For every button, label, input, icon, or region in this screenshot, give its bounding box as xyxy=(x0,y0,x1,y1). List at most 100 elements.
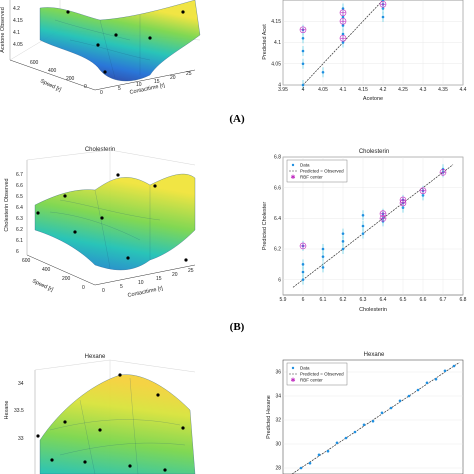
surface-a-ztick: 4.05 xyxy=(13,42,23,48)
x-tick-label: 4.1 xyxy=(340,87,347,93)
surface-b-xtick: 200 xyxy=(62,276,71,282)
scatter-c-title: Hexane xyxy=(364,352,385,358)
surface-b-ytick: 0 xyxy=(102,288,105,294)
x-tick-label: 4.35 xyxy=(438,87,448,93)
surface-b-point xyxy=(63,194,67,198)
surface-b-point xyxy=(126,256,130,260)
surface-a-ytick: 25 xyxy=(186,71,192,77)
data-point xyxy=(381,0,385,2)
scatter-b-ylabel: Predicted Cholester xyxy=(262,202,268,250)
data-point xyxy=(380,411,384,415)
x-tick-label: 4.25 xyxy=(398,87,408,93)
surface-b-ztick: 6.2 xyxy=(16,227,23,233)
x-tick-label: 4.3 xyxy=(420,87,427,93)
rbf-center xyxy=(299,26,307,34)
x-tick-label: 6.2 xyxy=(340,297,347,303)
rbf-center xyxy=(399,196,407,204)
surface-c-point xyxy=(181,426,185,430)
data-point xyxy=(321,266,325,269)
data-point xyxy=(344,436,348,440)
data-point xyxy=(425,381,429,385)
rbf-center xyxy=(339,9,347,17)
surface-a-point xyxy=(181,10,185,14)
data-point xyxy=(361,213,365,217)
data-point xyxy=(341,240,345,243)
surface-b-ztick: 6.4 xyxy=(16,205,23,211)
surface-a-point xyxy=(103,70,107,74)
data-point xyxy=(301,49,305,53)
x-tick-label: 4.4 xyxy=(460,87,467,93)
data-point xyxy=(341,41,345,44)
surface-b-point xyxy=(184,258,188,262)
surface-a-xtick: 0 xyxy=(84,84,87,90)
scatter-panel-c: Hexane 36 34 32 30 28 Data Predicted = Obser… xyxy=(266,352,464,474)
surface-c-ztick: 34 xyxy=(18,381,24,387)
surface-a-ztick: 4.1 xyxy=(13,30,20,36)
surface-a-xtick: 400 xyxy=(48,68,57,74)
surface-a-ztick: 4.2 xyxy=(13,6,20,12)
data-point xyxy=(301,83,305,87)
y-tick-label: 4.05 xyxy=(271,61,281,67)
scatter-a-ylabel: Predicted Acet xyxy=(262,24,268,60)
data-point xyxy=(381,15,385,19)
svg-text:✱: ✱ xyxy=(290,377,295,384)
surface-c-point xyxy=(128,464,132,468)
surface-b xyxy=(34,173,196,271)
panel-label-b: (B) xyxy=(230,321,245,333)
surface-a-ytick: 5 xyxy=(118,86,121,92)
scatter-a-xticks: 3.95 4 4.05 4.1 4.15 4.2 4.25 4.3 4.35 4.4 xyxy=(278,87,467,93)
x-tick-label: 6.6 xyxy=(420,297,427,303)
surface-c-zlabel: Hexane xyxy=(4,401,10,420)
data-point xyxy=(407,394,411,398)
surface-a-zlabel: Acetone Observed xyxy=(0,7,6,53)
rbf-center xyxy=(339,34,347,42)
data-point xyxy=(452,364,456,368)
surface-a-ytick: 0 xyxy=(100,90,103,96)
legend-rbf: RBF center xyxy=(300,378,323,383)
scatter-b-rbf-centers xyxy=(299,169,447,250)
data-point xyxy=(361,232,365,235)
panel-label-a: (A) xyxy=(229,113,245,125)
x-tick-label: 4.15 xyxy=(358,87,368,93)
surface-b-ztick: 6 xyxy=(16,249,19,255)
x-tick-label: 4 xyxy=(302,87,305,93)
surface-a-point xyxy=(66,10,70,14)
surface-b-point xyxy=(36,211,40,215)
legend-predicted: Predicted = Observed xyxy=(300,169,344,174)
scatter-a-rbf-centers xyxy=(299,0,387,42)
surface-a-point xyxy=(114,33,118,37)
surface-c-point xyxy=(118,373,122,377)
surface-panel-c: Hexane Hexane 34 33.5 33 xyxy=(4,354,196,474)
surface-c-point xyxy=(83,460,87,464)
surface-b-zlabel: Cholesterin Observed xyxy=(4,178,10,231)
data-point xyxy=(371,419,375,423)
x-tick-label: 5.9 xyxy=(280,297,287,303)
scatter-b-fit-line xyxy=(292,164,454,288)
y-tick-label: 34 xyxy=(275,394,281,400)
scatter-b-xticks: 5.9 6 6.1 6.2 6.3 6.4 6.5 6.6 6.7 6.8 xyxy=(280,297,467,303)
x-tick-label: 6.5 xyxy=(400,297,407,303)
surface-a-ztick: 4.15 xyxy=(13,18,23,24)
scatter-c-points xyxy=(299,364,456,470)
surface-b-ytick: 20 xyxy=(172,272,178,278)
y-tick-label: 30 xyxy=(275,442,281,448)
y-tick-label: 6.6 xyxy=(274,185,281,191)
surface-b-ztick: 6.3 xyxy=(16,216,23,222)
x-tick-label: 3.95 xyxy=(278,87,288,93)
data-point xyxy=(389,406,393,410)
surface-b-ztick: 6.5 xyxy=(16,194,23,200)
scatter-a-yticks: 4 4.05 4.1 4.15 xyxy=(271,19,281,89)
surface-c xyxy=(39,374,196,474)
surface-c-point xyxy=(98,428,102,432)
data-point xyxy=(341,247,345,251)
surface-a-ytick: 20 xyxy=(170,75,176,81)
surface-b-ytick: 15 xyxy=(156,276,162,282)
data-point xyxy=(341,232,345,235)
surface-a-xtick: 600 xyxy=(30,60,39,66)
surface-b-ztick: 6.6 xyxy=(16,183,23,189)
scatter-b-title: Cholesterin xyxy=(359,149,389,155)
data-point xyxy=(335,441,339,445)
surface-c-point xyxy=(50,458,54,462)
y-tick-label: 4.15 xyxy=(271,19,281,25)
